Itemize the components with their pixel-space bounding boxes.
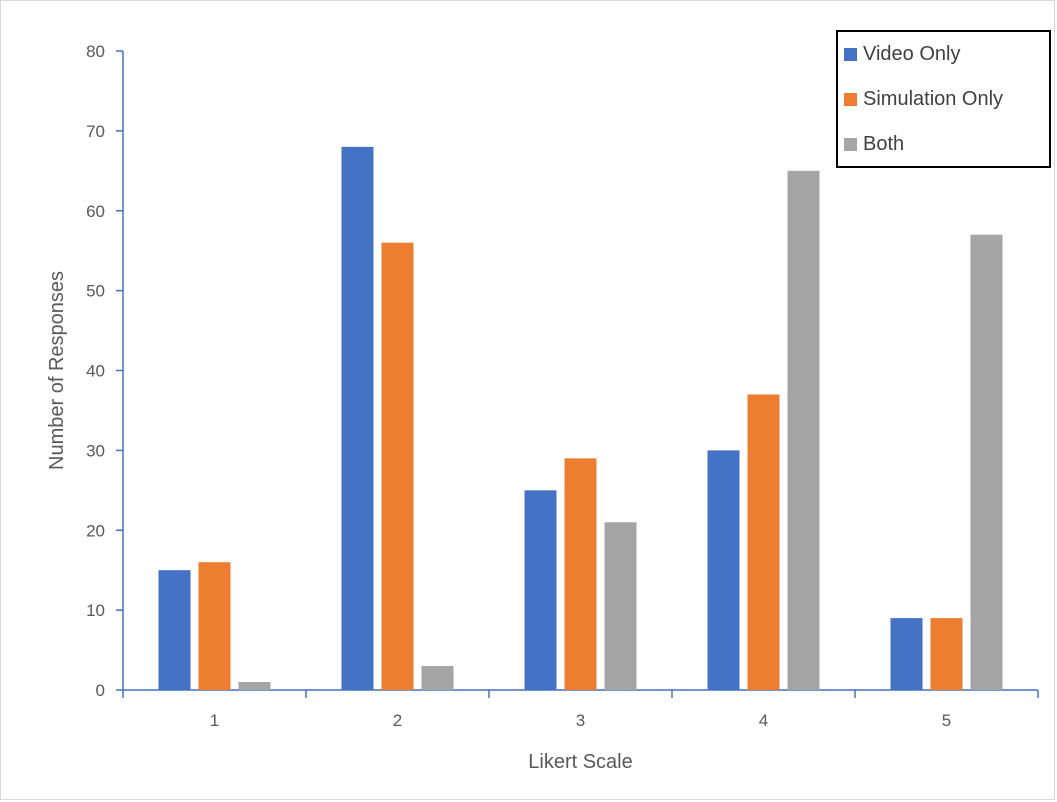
y-tick-label: 50	[86, 282, 105, 301]
bar-video-only-1	[158, 570, 191, 690]
legend-item-both: Both	[844, 130, 904, 158]
bar-both-3	[604, 522, 637, 690]
bar-simulation-only-5	[930, 618, 963, 690]
y-tick-label: 0	[96, 681, 105, 700]
legend-item-video-only: Video Only	[844, 40, 960, 68]
y-tick-label: 10	[86, 601, 105, 620]
x-tick-label: 4	[759, 711, 768, 730]
legend-swatch-both	[844, 137, 857, 151]
bar-both-5	[970, 234, 1003, 690]
y-tick-label: 70	[86, 122, 105, 141]
x-tick-label: 1	[210, 711, 219, 730]
bar-simulation-only-1	[198, 562, 231, 690]
y-tick-label: 40	[86, 362, 105, 381]
bar-video-only-2	[341, 146, 374, 691]
y-tick-label: 80	[86, 42, 105, 61]
x-axis: 1 2 3 4 5	[122, 689, 1039, 730]
y-tick-label: 30	[86, 441, 105, 460]
x-tick-label: 2	[393, 711, 402, 730]
y-axis: 0 10 20 30 40 50 60 70 80	[86, 42, 124, 700]
bar-both-2	[421, 666, 454, 690]
legend-swatch-simulation-only	[844, 92, 857, 106]
legend-label: Simulation Only	[863, 87, 1004, 110]
x-tick-label: 3	[576, 711, 585, 730]
x-tick-label: 5	[942, 711, 951, 730]
bars	[158, 146, 1003, 691]
legend-item-simulation-only: Simulation Only	[844, 85, 1003, 113]
bar-simulation-only-2	[381, 242, 414, 690]
legend-swatch-video-only	[844, 47, 857, 61]
bar-simulation-only-3	[564, 458, 597, 690]
bar-both-4	[787, 170, 820, 690]
legend-label: Video Only	[863, 42, 961, 65]
bar-video-only-3	[524, 490, 557, 690]
y-axis-title: Number of Responses	[46, 271, 68, 470]
x-axis-title: Likert Scale	[528, 751, 633, 773]
bar-video-only-4	[707, 450, 740, 690]
bar-both-1	[238, 682, 271, 690]
y-tick-label: 60	[86, 202, 105, 221]
legend-label: Both	[863, 132, 905, 155]
bar-simulation-only-4	[747, 394, 780, 690]
legend: Video Only Simulation Only Both	[836, 30, 1051, 168]
bar-video-only-5	[890, 618, 923, 690]
y-tick-label: 20	[86, 521, 105, 540]
